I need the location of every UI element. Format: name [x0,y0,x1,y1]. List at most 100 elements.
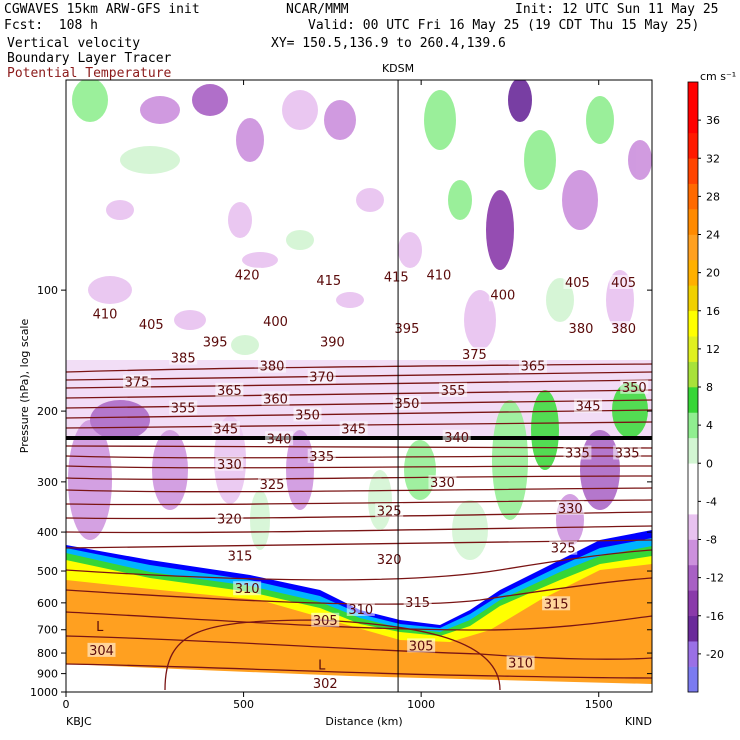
y-tick-label: 1000 [30,686,58,699]
colorbar-tick-label: 16 [706,305,720,318]
contour-label: 305 [409,639,434,654]
contour-label-bg [439,382,468,397]
colorbar-segment [688,437,698,464]
colorbar-segment [688,336,698,362]
valid-time: Valid: 00 UTC Fri 16 May 25 (19 CDT Thu … [308,18,700,33]
contour-label: 325 [551,542,576,557]
contour-label: 415 [316,274,341,289]
contour-labels: 420 415 415 410 410 405 400 400 405 405 395 390 395 3… [87,267,649,692]
contour-label: 390 [320,336,345,351]
contour-label: 302 [313,677,338,692]
contour-label: 370 [309,371,334,386]
contour-label-bg [506,655,535,670]
contour-label-bg [293,407,322,422]
contour-label-bg [233,267,262,282]
colorbar-tick-label: 32 [706,152,720,165]
field-boundary-layer-tracer: Boundary Layer Tracer [7,51,172,66]
colorbar-tick-label: -20 [706,648,724,661]
colorbar-tick-label: -16 [706,610,724,623]
contour-label-bg [314,273,343,288]
contour-label: 400 [490,288,515,303]
contour-label-bg [211,421,240,436]
contour-label: 405 [139,318,164,333]
contour-label-bg [609,321,638,336]
contour-label: 320 [377,553,402,568]
colorbar-ticks: 36 32 28 24 20 16 12 8 4 0 -4 -8 -12 -16 -20 [698,114,724,661]
contour-label-bg [265,431,294,446]
contour-label-bg [307,369,336,384]
contour-label: 330 [558,502,583,517]
contour-label: 310 [348,603,373,618]
x-tick-label: 500 [233,698,254,711]
contour-label-bg [613,445,642,460]
contour-label-bg [375,503,404,518]
contour-label: 325 [377,504,402,519]
contour-label-bg [563,445,592,460]
contour-label: 415 [384,270,409,285]
y-tick-label: 100 [37,284,58,297]
contour-label: 345 [576,400,601,415]
contour-label-bg [215,511,244,526]
contour-label-bg [233,581,262,596]
colorbar-segment [688,615,698,642]
contour-label: 420 [235,269,260,284]
contour-label-bg [375,552,404,567]
colorbar-segment [688,82,698,108]
contour-label-bg [392,395,421,410]
colorbar-segment [688,310,698,337]
contour-label: 410 [426,269,451,284]
y-tick-label: 600 [37,597,58,610]
contour-label: 315 [405,596,430,611]
contour-label-bg [460,346,489,361]
forecast-hour: Fcst: 108 h [4,18,98,33]
y-axis-ticks: 100 200 300 400 500 600 700 800 900 1000 [30,284,652,699]
contour-label: 335 [565,447,590,462]
contour-label-bg [311,612,340,627]
colorbar-tick-label: 8 [706,381,713,394]
colorbar-segment [688,361,698,388]
contour-label: 330 [217,458,242,473]
colorbar-segment [688,412,698,439]
contour-label: 375 [462,348,487,363]
contour-label: 355 [171,401,196,416]
contour-label-bg [261,391,290,406]
colorbar-segment [688,132,698,159]
contour-label: 350 [622,381,647,396]
contour-label-bg [428,475,457,490]
colorbar-tick-label: -8 [706,534,717,547]
colorbar [687,81,699,693]
init-time: Init: 12 UTC Sun 11 May 25 [515,2,719,17]
x-tick-label: 0 [63,698,70,711]
x-axis-ticks: 0 500 1000 1500 [63,80,613,711]
y-tick-label: 400 [37,526,58,539]
colorbar-tick-label: 4 [706,419,713,432]
contour-label: 325 [260,478,285,493]
contour-label-bg [215,382,244,397]
contour-label: 335 [615,447,640,462]
contour-label: 385 [171,352,196,367]
y-tick-label: 900 [37,668,58,681]
model-title: CGWAVES 15km ARW-GFS init [4,2,200,17]
right-endpoint-label: KIND [625,715,652,728]
colorbar-tick-label: -4 [706,495,717,508]
contour-label-bg [307,448,336,463]
colorbar-segment [688,590,698,617]
x-tick-label: 1000 [407,698,435,711]
colorbar-unit: cm s⁻¹ [700,70,736,83]
contour-label: 355 [441,384,466,399]
contour-label-bg [261,313,290,328]
contour-label: 340 [444,431,469,446]
contour-label-bg [620,379,649,394]
contour-label: 360 [263,392,288,407]
contour-label: 304 [89,644,114,659]
contour-label-bg [407,638,436,653]
contour-label: 330 [430,476,455,491]
colorbar-segment [688,488,698,515]
colorbar-segment [688,666,698,693]
colorbar-segment [688,234,698,261]
contour-label: 395 [395,322,420,337]
contour-label-bg [339,421,368,436]
left-endpoint-label: KBJC [66,715,92,728]
contour-label-bg [382,269,411,284]
contour-label: 410 [93,308,118,323]
